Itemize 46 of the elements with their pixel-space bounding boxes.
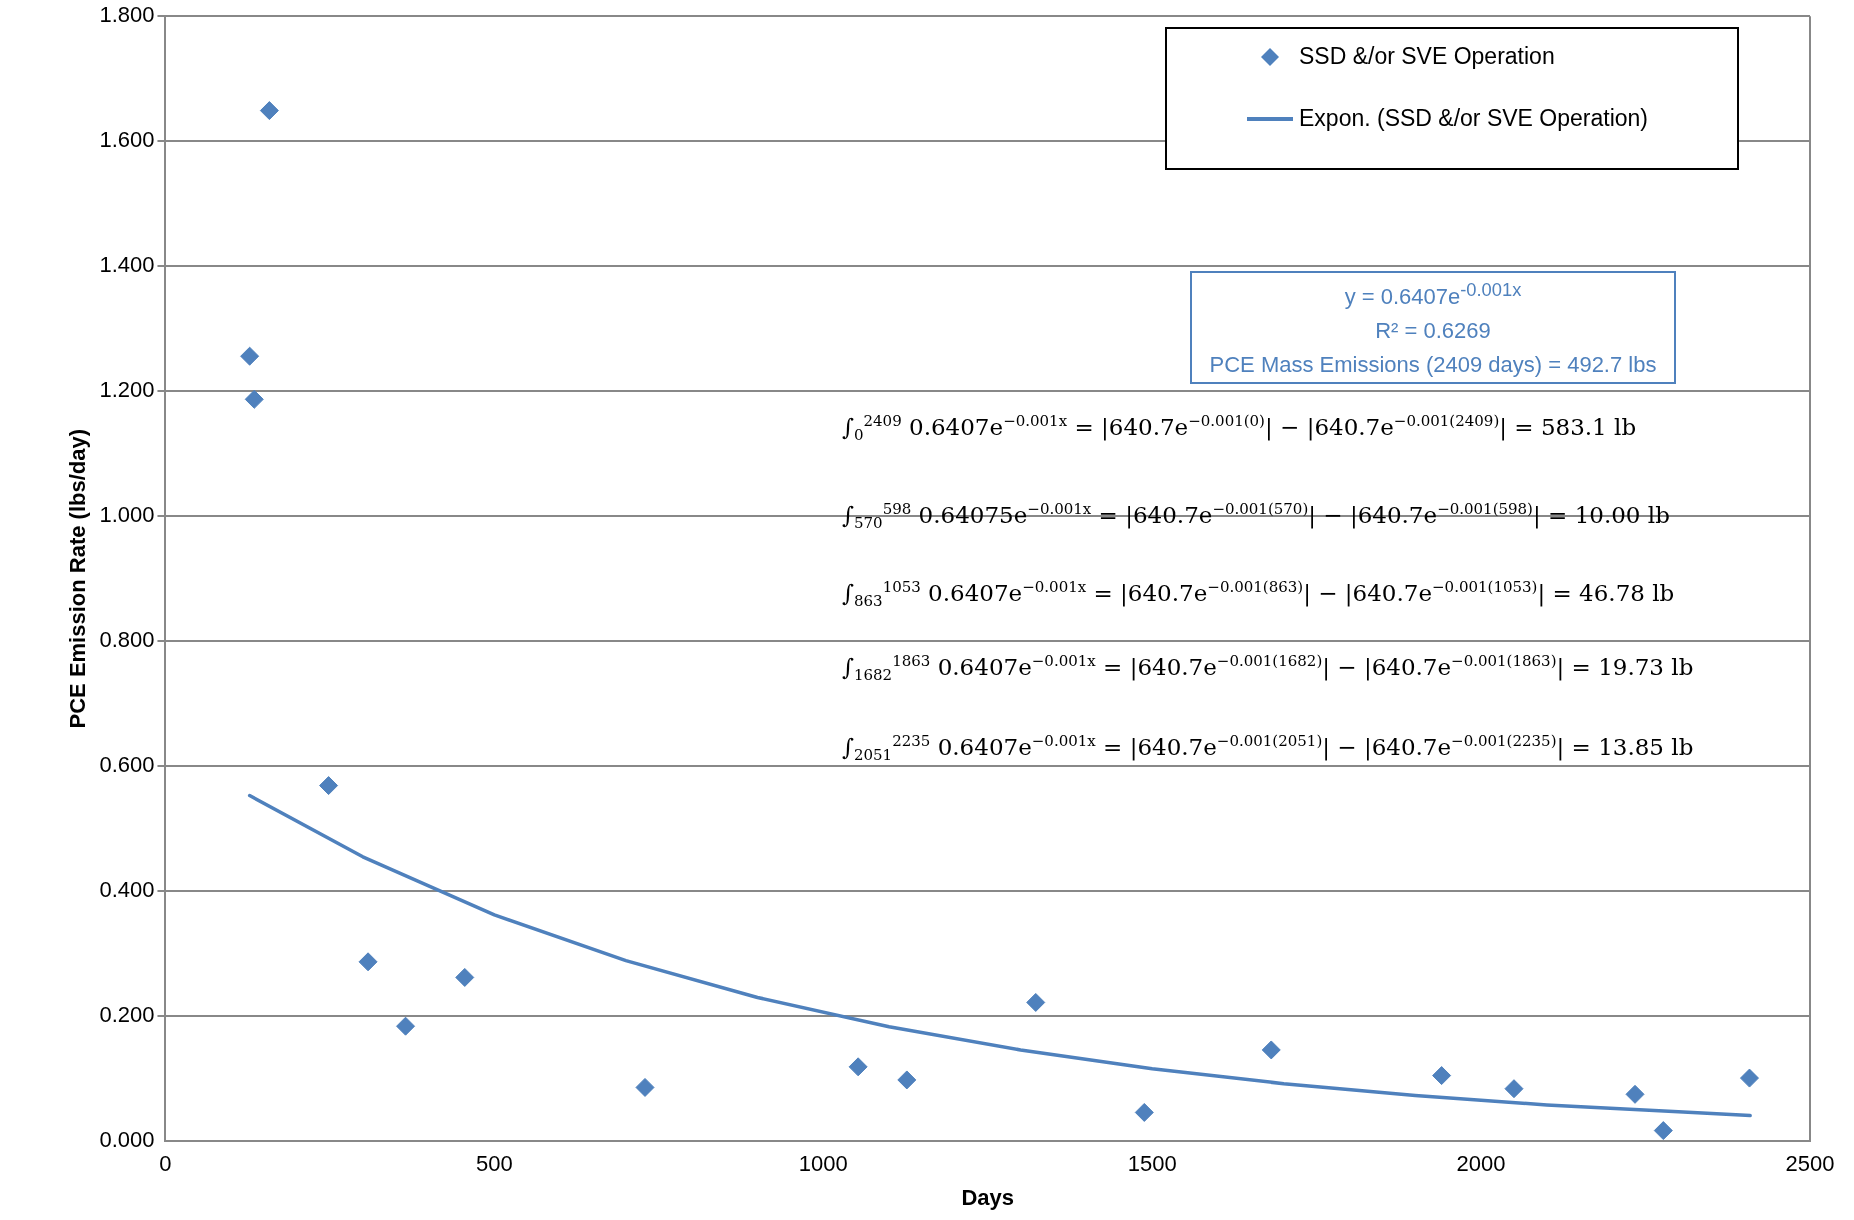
point (1504, 1079, 1524, 1099)
x-tick-label: 500 (476, 1151, 513, 1177)
x-tick-label: 1500 (1127, 1151, 1177, 1177)
x-tick-label: 2000 (1456, 1151, 1506, 1177)
point (1134, 1102, 1154, 1122)
annotation: PCE Mass Emissions (2409 days) = 492.7 lbs (1208, 351, 1658, 380)
x-tick-label: 2500 (1785, 1151, 1835, 1177)
y-tick-label: 1.000 (99, 502, 155, 528)
y-tick-label: 0.600 (99, 752, 155, 778)
point (240, 346, 260, 366)
point (1625, 1084, 1645, 1104)
text: ∫$_{1682}$$^{1863}$ 0.6407e$^{−0.001x}$ = |640.7e$^{−0.001(1682)}$| − |640.7e$^{−0.001(1863)}$| = 19.73 lb (842, 652, 1694, 685)
annotation: y = 0.6407e$^{-0.001x}$ (1343, 278, 1523, 312)
text: ∫$_{2051}$$^{2235}$ 0.6407e$^{−0.001x}$ = |640.7e$^{−0.001(2051)}$| − |640.7e$^{−0.001(2235)}$| = 13.85 lb (842, 732, 1694, 765)
point (259, 101, 279, 121)
point (455, 967, 475, 987)
text: ∫$_{0}$$^{2409}$ 0.6407e$^{−0.001x}$ = |640.7e$^{−0.001(0)}$| − |640.7e$^{−0.001(2409)}$| = 583.1 lb (842, 412, 1637, 445)
point (897, 1070, 917, 1090)
point (1026, 992, 1046, 1012)
y-axis-title: PCE Emission Rate (lbs/day) (65, 428, 91, 729)
y-tick-label: 1.800 (99, 2, 155, 28)
y-tick-label: 0.200 (99, 1002, 155, 1028)
point (244, 389, 264, 409)
y-tick-label: 1.200 (99, 377, 155, 403)
point (848, 1057, 868, 1077)
y-tick-label: 1.600 (99, 127, 155, 153)
point (635, 1077, 655, 1097)
x-axis-title: Days (961, 1184, 1015, 1210)
y-tick-label: 1.400 (99, 252, 155, 278)
text: ∫$_{863}$$^{1053}$ 0.6407e$^{−0.001x}$ = |640.7e$^{−0.001(863)}$| − |640.7e$^{−0.001(1053)}$| = 46.78 lb (842, 578, 1675, 611)
y-tick-label: 0.800 (99, 627, 155, 653)
point (396, 1016, 416, 1036)
x-tick-label: 1000 (798, 1151, 848, 1177)
legend-label: Expon. (SSD &/or SVE Operation) (1299, 105, 1648, 132)
point (1261, 1040, 1281, 1060)
point (1653, 1121, 1673, 1141)
x-tick-label: 0 (159, 1151, 172, 1177)
y-tick-label: 0.400 (99, 877, 155, 903)
point (319, 776, 339, 796)
legend-label: SSD &/or SVE Operation (1299, 43, 1555, 70)
y-tick-label: 0.000 (99, 1127, 155, 1153)
text: ∫$_{570}$$^{598}$ 0.64075e$^{−0.001x}$ = |640.7e$^{−0.001(570)}$| − |640.7e$^{−0.001(598)}$| = 10.00 lb (842, 500, 1670, 533)
point (1739, 1068, 1759, 1088)
point (358, 952, 378, 972)
point (1432, 1066, 1452, 1086)
annotation: R² = 0.6269 (1374, 317, 1492, 346)
